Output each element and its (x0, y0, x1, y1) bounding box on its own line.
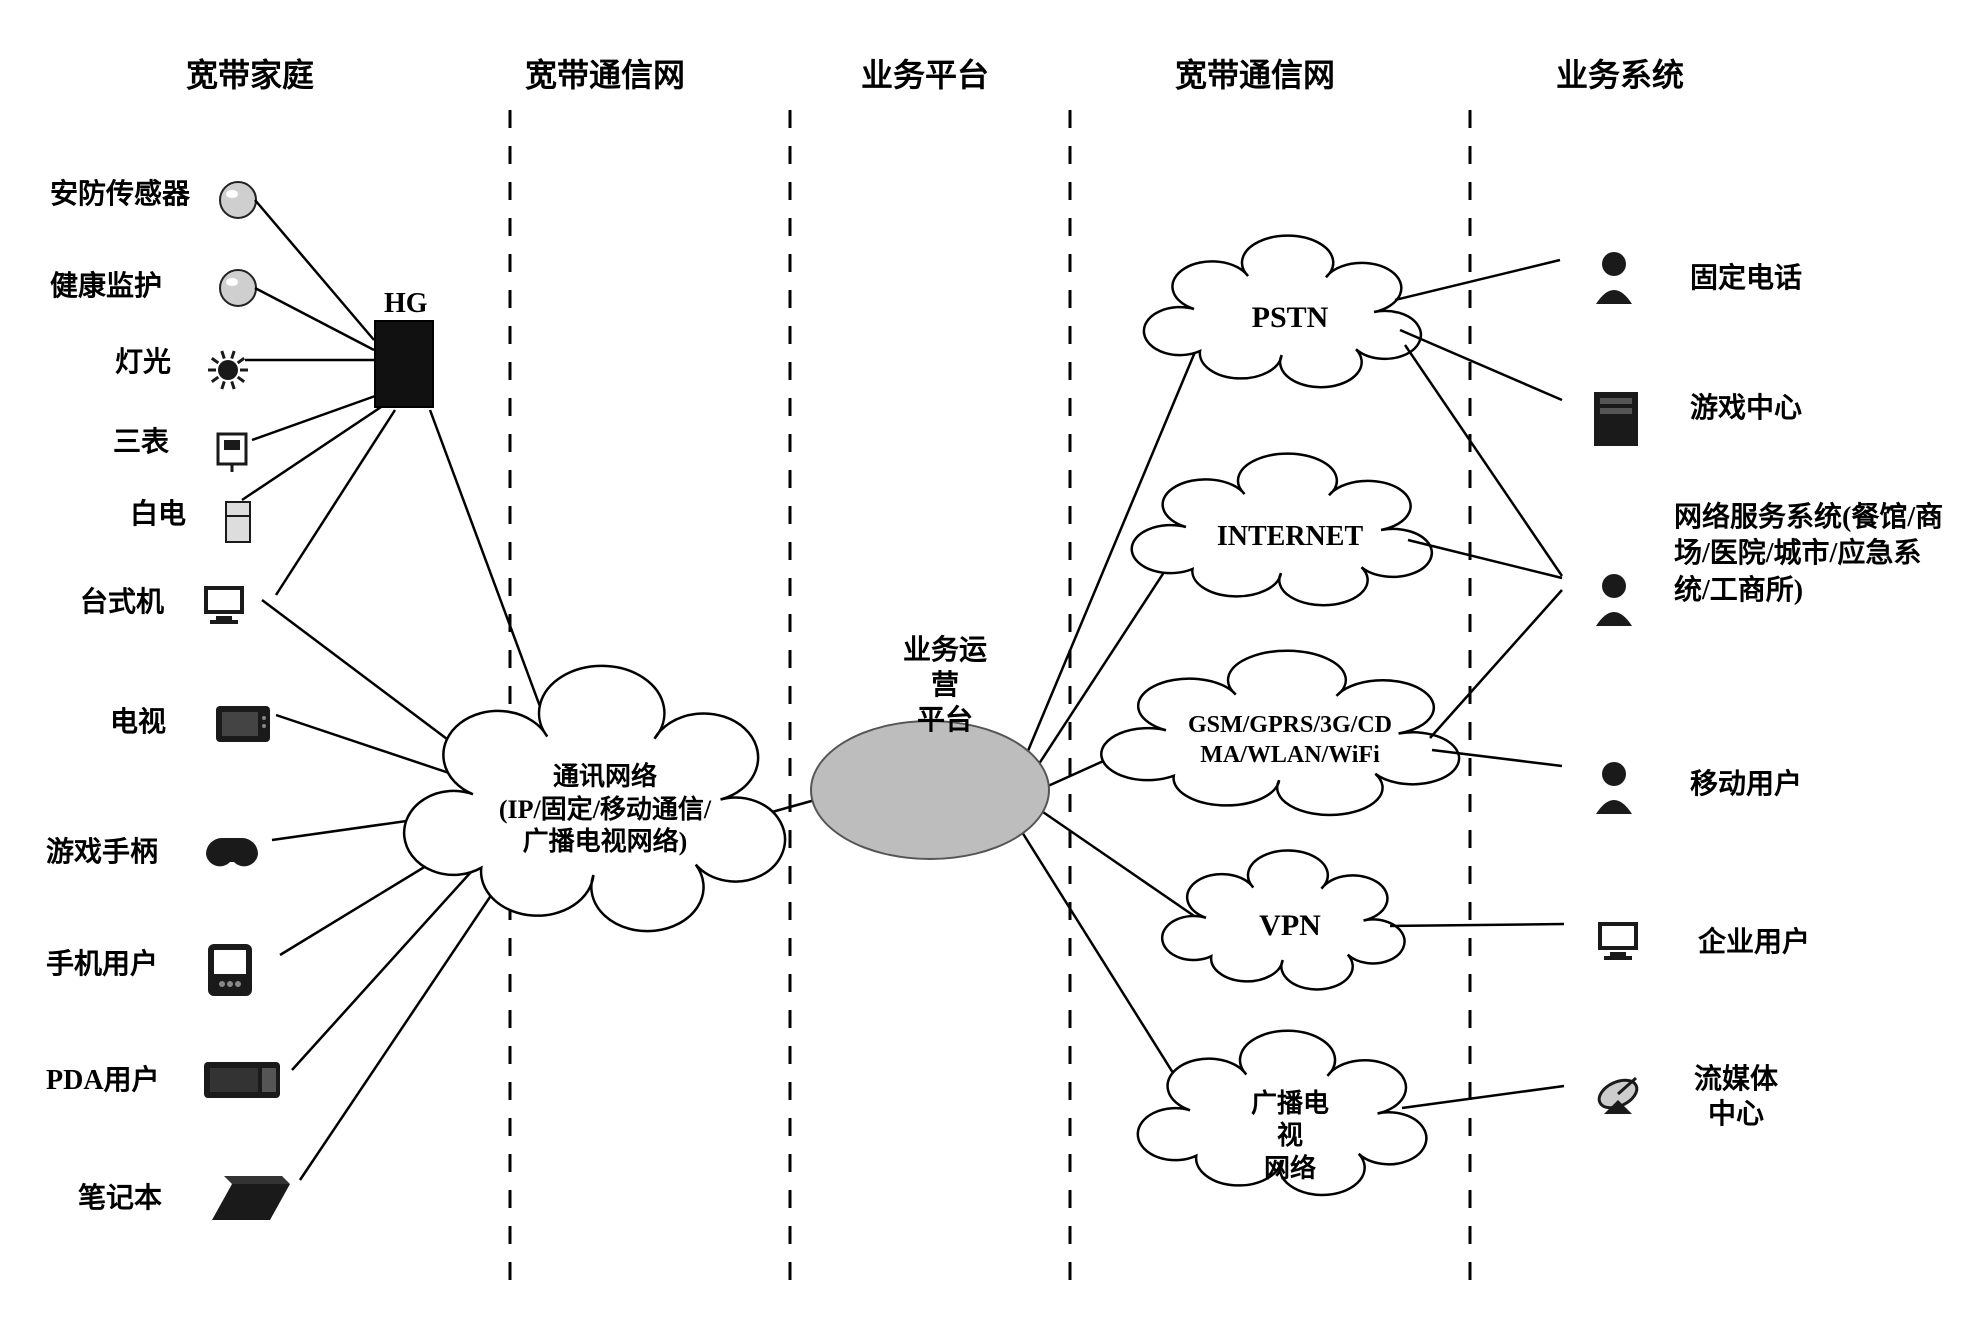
cloud-broadcast-label: 广播电视网络 (1241, 1088, 1340, 1186)
col-header-4: 业务系统 (1556, 50, 1684, 96)
left-device-label-1: 健康监护 (50, 264, 162, 304)
cloud-vpn-label: VPN (1247, 907, 1333, 945)
left-device-label-6: 电视 (110, 700, 166, 740)
hg-label: HG (384, 288, 428, 320)
cloud-pstn-label: PSTN (1233, 299, 1347, 337)
cloud-internet-label: INTERNET (1184, 519, 1397, 554)
right-endpoint-label-gamectr: 游戏中心 (1690, 386, 1802, 426)
service-platform-icon (810, 720, 1050, 860)
col-header-1: 宽带通信网 (525, 50, 685, 96)
left-device-label-8: 手机用户 (46, 942, 158, 982)
diagram-canvas: 宽带家庭 宽带通信网 业务平台 宽带通信网 业务系统 HG 安防传感器健康监护灯… (0, 0, 1967, 1336)
col-header-2: 业务平台 (861, 50, 989, 96)
right-endpoint-label-mobile: 移动用户 (1690, 762, 1802, 802)
left-device-label-2: 灯光 (115, 340, 171, 380)
comm-cloud-label: 通讯网络(IP/固定/移动通信/广播电视网络) (457, 761, 753, 859)
left-device-label-4: 白电 (130, 492, 186, 532)
left-device-label-10: 笔记本 (78, 1176, 162, 1216)
col-header-3: 宽带通信网 (1175, 50, 1335, 96)
hg-device-icon (374, 320, 434, 408)
left-device-label-9: PDA用户 (46, 1058, 160, 1098)
platform-label: 业务运营平台 (892, 633, 998, 738)
right-endpoint-label-phone: 固定电话 (1690, 256, 1802, 296)
left-device-label-0: 安防传感器 (50, 172, 190, 212)
left-device-label-5: 台式机 (80, 580, 164, 620)
cloud-gsm-label: GSM/GPRS/3G/CDMA/WLAN/WiFi (1130, 710, 1449, 770)
col-header-0: 宽带家庭 (186, 50, 314, 96)
right-endpoint-label-media: 流媒体中心 (1694, 1062, 1778, 1132)
right-endpoint-label-ent: 企业用户 (1698, 920, 1810, 960)
right-endpoint-label-netsvc: 网络服务系统(餐馆/商场/医院/城市/应急系统/工商所) (1674, 500, 1954, 609)
left-device-label-3: 三表 (113, 420, 169, 460)
left-device-label-7: 游戏手柄 (46, 830, 158, 870)
